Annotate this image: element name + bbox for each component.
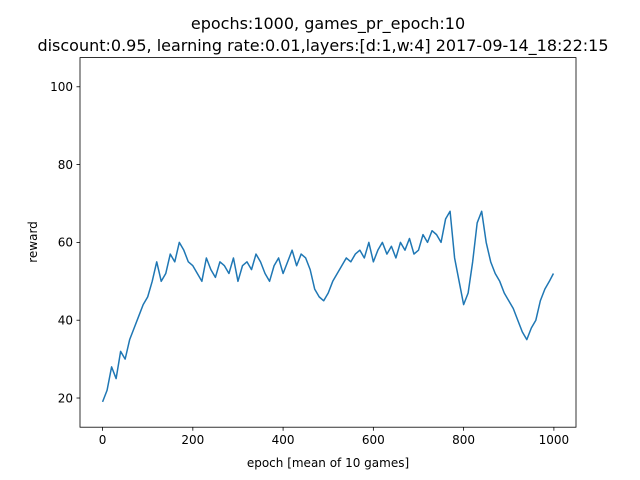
y-axis-label: reward (26, 221, 40, 263)
series-line-0 (101, 210, 555, 403)
plot-area (101, 210, 555, 403)
x-tick-label: 400 (272, 433, 295, 447)
x-tick-label: 800 (452, 433, 475, 447)
x-axis: 0 200 400 600 800 1000 (99, 427, 569, 447)
chart-subtitle: discount:0.95, learning rate:0.01,layers… (37, 36, 608, 56)
y-tick-label: 20 (58, 391, 73, 405)
y-tick-label: 80 (58, 158, 73, 172)
x-tick-label: 600 (362, 433, 385, 447)
axes-frame (79, 57, 577, 428)
y-tick-label: 40 (58, 314, 73, 328)
chart-title: epochs:1000, games_pr_epoch:10 (191, 14, 465, 34)
y-axis: 20 40 60 80 100 (50, 80, 80, 405)
x-tick-label: 1000 (539, 433, 570, 447)
y-tick-label: 100 (50, 80, 73, 94)
x-tick-label: 200 (181, 433, 204, 447)
y-tick-label: 60 (58, 236, 73, 250)
x-axis-label: epoch [mean of 10 games] (247, 456, 409, 470)
x-tick-label: 0 (99, 433, 107, 447)
